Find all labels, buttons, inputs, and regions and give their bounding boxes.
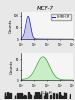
Bar [46, 94, 47, 99]
Bar [59, 92, 60, 99]
Bar [59, 95, 60, 99]
Text: MCF-7: MCF-7 [37, 6, 53, 12]
Bar [21, 93, 22, 99]
Bar [24, 95, 25, 99]
Y-axis label: Counts: Counts [10, 59, 14, 74]
Bar [60, 95, 61, 99]
Bar [38, 94, 39, 99]
Bar [35, 94, 36, 99]
Bar [21, 94, 22, 99]
Bar [40, 95, 41, 99]
Bar [7, 96, 8, 99]
Bar [50, 95, 51, 99]
Bar [5, 96, 6, 99]
Bar [35, 92, 36, 99]
Bar [28, 92, 29, 99]
Bar [19, 93, 20, 99]
Bar [29, 94, 30, 99]
Bar [37, 92, 38, 99]
Bar [8, 93, 9, 99]
Bar [24, 96, 25, 99]
Y-axis label: Counts: Counts [9, 18, 13, 33]
Bar [38, 92, 39, 99]
Bar [38, 93, 39, 99]
Bar [7, 92, 8, 99]
X-axis label: FL1-H: FL1-H [41, 91, 53, 95]
Bar [65, 93, 66, 99]
Bar [22, 96, 23, 99]
Bar [70, 94, 71, 99]
Bar [30, 95, 31, 99]
Bar [62, 96, 63, 99]
Bar [62, 96, 63, 99]
Bar [53, 93, 54, 99]
Legend: LHRH-R: LHRH-R [51, 14, 71, 20]
Bar [17, 93, 18, 99]
